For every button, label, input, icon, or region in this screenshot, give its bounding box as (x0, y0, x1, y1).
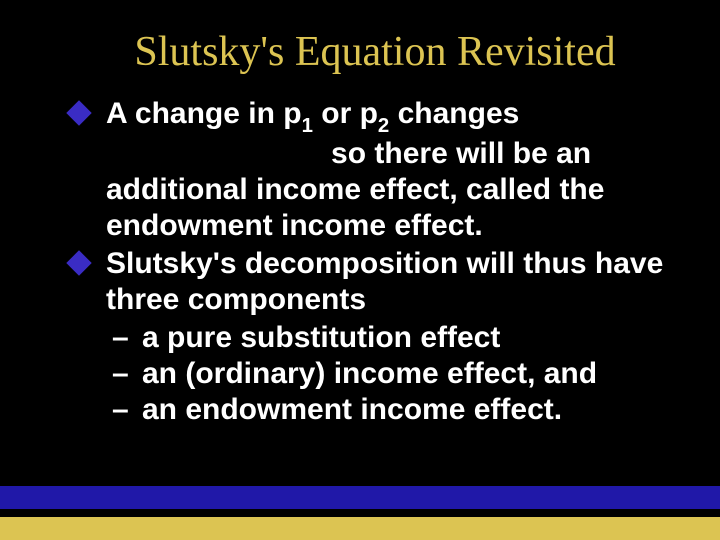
diamond-bullet-icon (66, 251, 91, 276)
bullet-item: A change in p1 or p2 changes so there wi… (70, 96, 670, 244)
text-seg: changes (389, 97, 519, 130)
bullet-text: Slutsky's decomposition will thus have t… (106, 247, 663, 316)
bullet-text: an (ordinary) income effect, and (142, 357, 597, 390)
slide-body: A change in p1 or p2 changes so there wi… (50, 96, 670, 428)
bullet-item: Slutsky's decomposition will thus have t… (70, 246, 670, 318)
band-gold (0, 517, 720, 540)
band-black (0, 509, 720, 517)
text-seg: or p (313, 97, 378, 130)
sub-bullet-item: – an endowment income effect. (70, 392, 670, 428)
slide-title: Slutsky's Equation Revisited (90, 28, 660, 76)
dash-bullet-icon: – (112, 392, 129, 428)
bullet-continuation: so there will be an additional income ef… (106, 137, 604, 242)
sub-bullet-item: – an (ordinary) income effect, and (70, 356, 670, 392)
bullet-text: a pure substitution effect (142, 321, 500, 354)
bullet-text: an endowment income effect. (142, 393, 562, 426)
slide: Slutsky's Equation Revisited A change in… (0, 0, 720, 540)
subscript: 2 (378, 115, 389, 137)
indent-pad (106, 137, 331, 170)
diamond-bullet-icon (66, 100, 91, 125)
subscript: 1 (302, 115, 313, 137)
sub-bullet-item: – a pure substitution effect (70, 320, 670, 356)
dash-bullet-icon: – (112, 356, 129, 392)
text-seg: A change in p (106, 97, 302, 130)
dash-bullet-icon: – (112, 320, 129, 356)
bullet-text: A change in p1 or p2 changes (106, 96, 670, 136)
band-blue (0, 486, 720, 509)
footer-band (0, 486, 720, 540)
